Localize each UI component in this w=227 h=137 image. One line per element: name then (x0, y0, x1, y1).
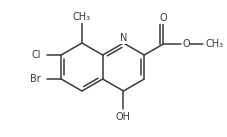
Text: O: O (181, 39, 189, 49)
Text: CH₃: CH₃ (73, 12, 91, 22)
Text: CH₃: CH₃ (204, 39, 222, 49)
Text: O: O (159, 13, 166, 23)
Text: Cl: Cl (32, 50, 41, 60)
Text: Br: Br (30, 74, 41, 84)
Text: N: N (119, 33, 127, 43)
Text: OH: OH (116, 112, 130, 122)
